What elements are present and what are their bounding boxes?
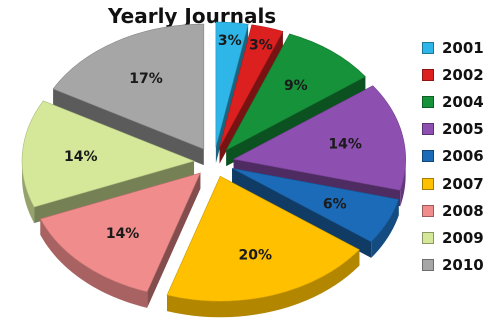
legend-item-2008: 2008 [422,197,484,224]
slice-label-2004: 9% [284,78,308,94]
legend-label: 2010 [442,256,484,275]
legend-item-2001: 2001 [422,34,484,61]
legend-swatch [422,177,434,190]
legend-item-2006: 2006 [422,143,484,170]
pie-slice-2007 [166,175,360,318]
legend-item-2004: 2004 [422,88,484,115]
pie-slice-2008 [39,172,201,308]
legend-label: 2005 [442,120,484,139]
legend-item-2005: 2005 [422,116,484,143]
slice-label-2006: 6% [323,197,347,213]
legend-swatch [422,68,434,81]
slice-label-2010: 17% [129,71,163,87]
pie-slice-2006 [231,168,400,258]
pie-slice-2009 [21,100,195,224]
legend-swatch [422,150,434,163]
legend-swatch [422,204,434,217]
legend-swatch [422,41,434,54]
legend-swatch [422,259,434,272]
legend-item-2007: 2007 [422,170,484,197]
pie-slice-2001 [215,21,249,164]
slice-label-2001: 3% [218,33,242,49]
slice-label-2007: 20% [239,248,273,264]
legend-label: 2002 [442,65,484,84]
slice-label-2002: 3% [249,37,273,53]
legend-label: 2004 [442,92,484,111]
legend-swatch [422,95,434,108]
pie-slice-2002 [219,24,284,164]
legend-item-2009: 2009 [422,224,484,251]
pie-slice-2004 [225,33,366,167]
pie-slice-2010 [52,23,205,166]
slice-label-2005: 14% [328,137,362,153]
slice-label-2008: 14% [106,226,140,242]
legend-label: 2009 [442,228,484,247]
legend-label: 2006 [442,147,484,166]
legend-label: 2007 [442,174,484,193]
legend-item-2010: 2010 [422,252,484,279]
legend-item-2002: 2002 [422,61,484,88]
legend-swatch [422,231,434,244]
legend-label: 2008 [442,201,484,220]
slice-label-2009: 14% [64,149,98,165]
legend: 2001 2002 2004 2005 2006 2007 2008 2009 2010 [422,34,484,279]
legend-swatch [422,123,434,136]
legend-label: 2001 [442,38,484,57]
